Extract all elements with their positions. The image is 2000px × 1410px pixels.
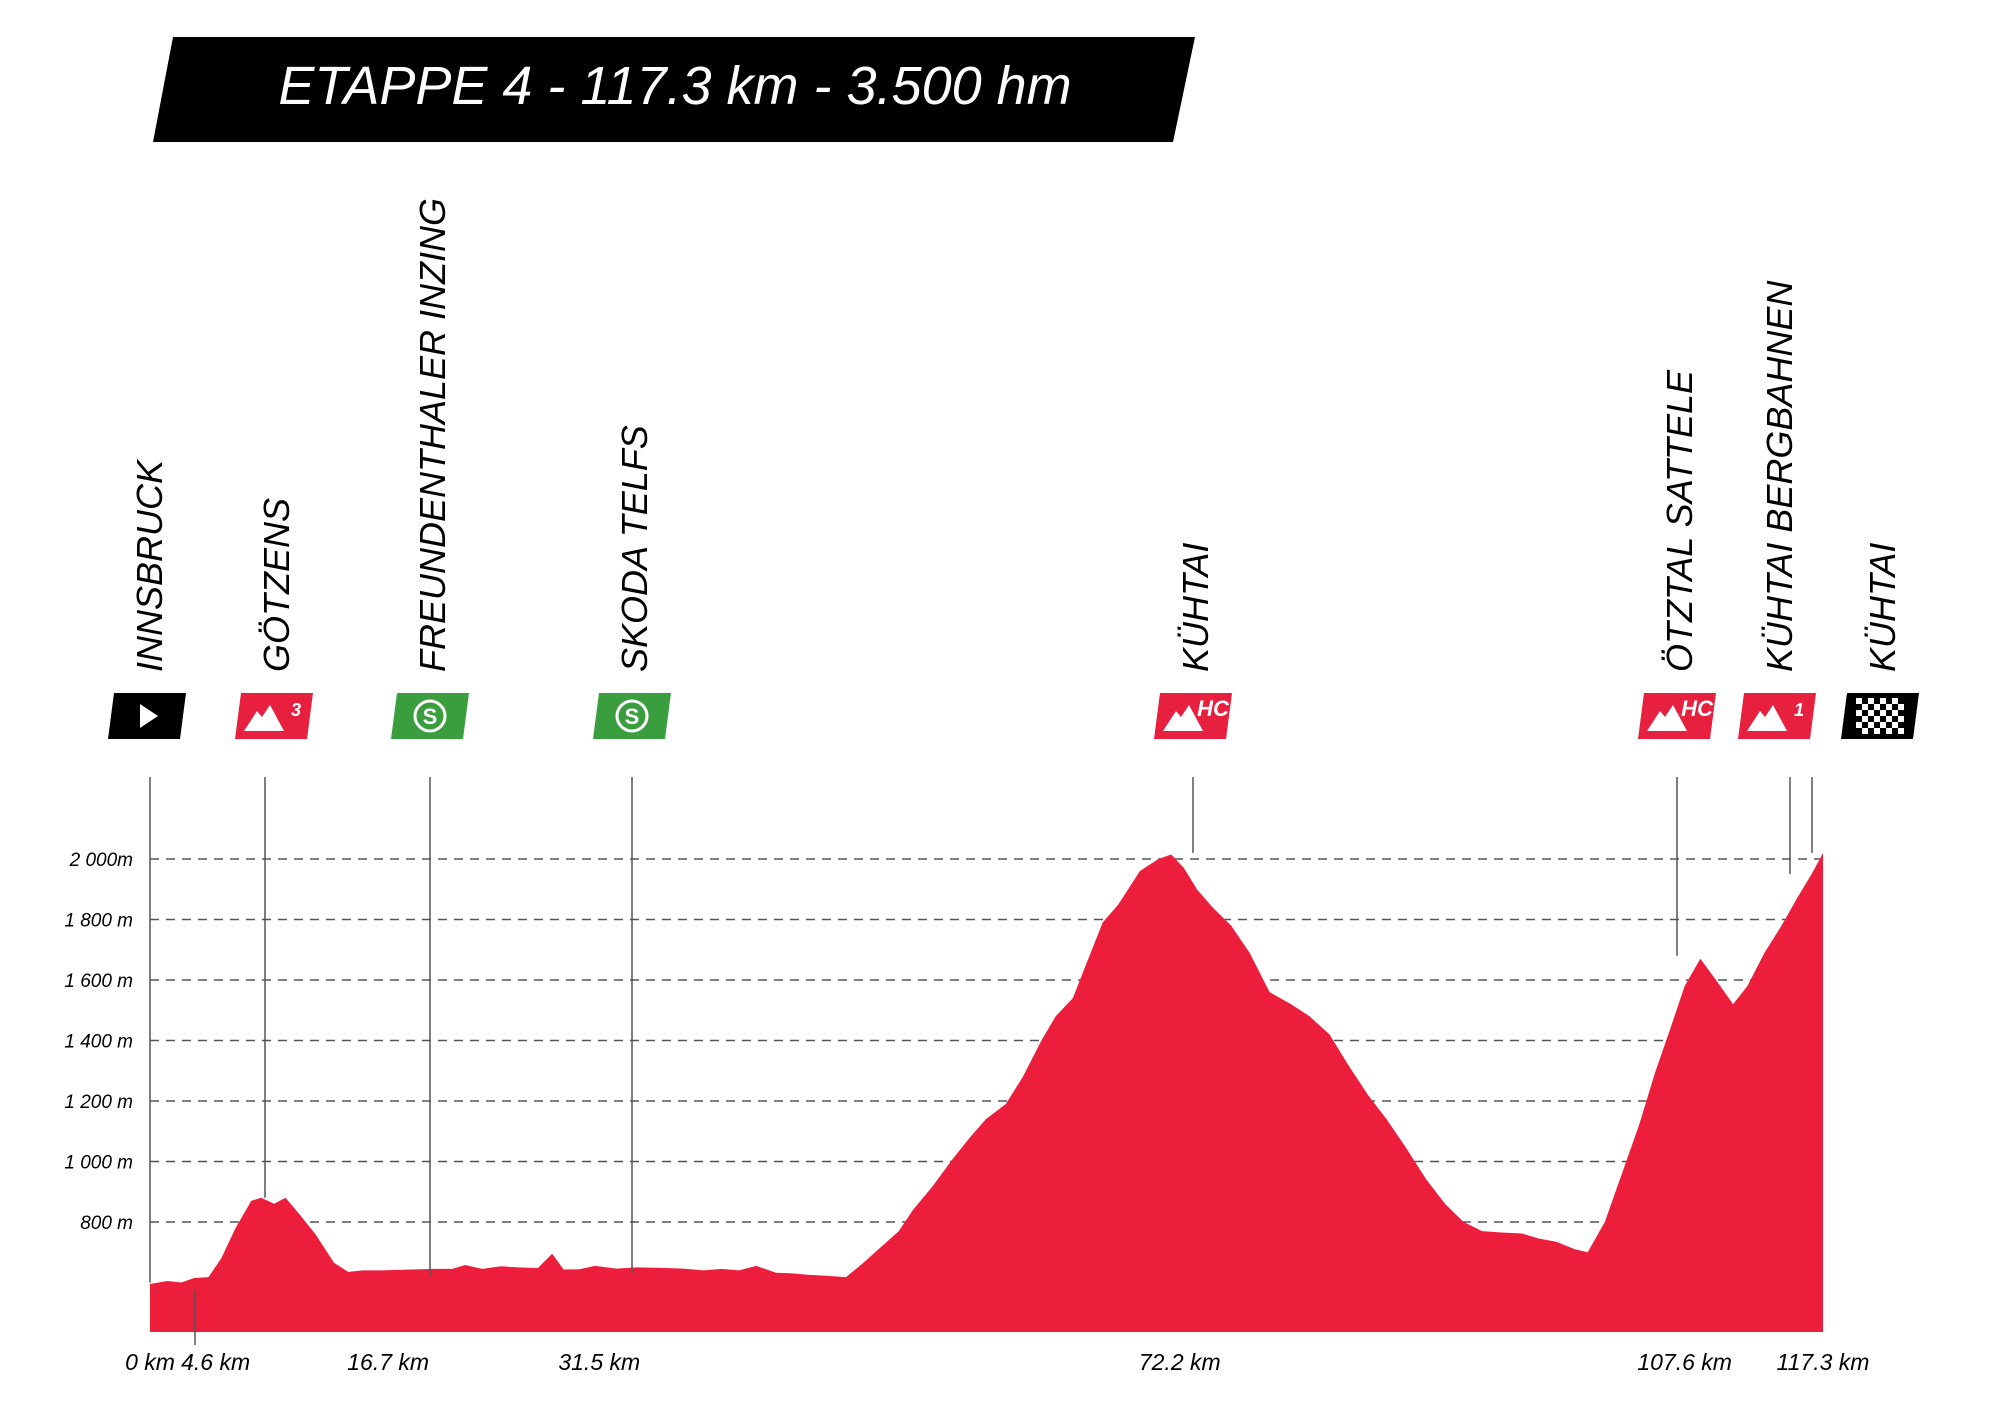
- y-tick-label: 800 m: [80, 1213, 133, 1234]
- checker-square: [1898, 728, 1904, 734]
- y-tick-label: 1 800 m: [64, 911, 133, 932]
- checker-square: [1874, 728, 1880, 734]
- checker-square: [1868, 710, 1874, 716]
- mountain-shape: [1647, 705, 1687, 731]
- profile-area-group: [150, 853, 1823, 1332]
- checker-square: [1892, 722, 1898, 728]
- x-tick-label: 31.5 km: [558, 1349, 640, 1375]
- page-title: ETAPPE 4 - 117.3 km - 3.500 hm: [278, 56, 1071, 116]
- checker-square: [1862, 728, 1868, 734]
- climb-category: 1: [1794, 700, 1804, 720]
- checker-square: [1898, 704, 1904, 710]
- start-arrow-icon: [108, 693, 186, 739]
- mountain-shape: [244, 705, 284, 731]
- climb-category: HC: [1197, 696, 1230, 721]
- checker-square: [1880, 722, 1886, 728]
- y-tick-label: 1 600 m: [64, 971, 133, 992]
- y-axis-ticks: 2 000m 1 800 m 1 600 m 1 400 m 1 200 m 1 000 …: [64, 850, 133, 1234]
- title-banner-shape: [153, 37, 1195, 142]
- mountain-icon: HC: [1154, 693, 1232, 739]
- mountain-icon: HC: [1638, 693, 1716, 739]
- mountain-shape: [1747, 705, 1787, 731]
- checker-square: [1886, 728, 1892, 734]
- checker-square: [1898, 716, 1904, 722]
- play-arrow: [140, 704, 158, 728]
- sprint-circle: [615, 699, 649, 733]
- checkered-flag-icon: [1841, 693, 1919, 739]
- checker-square: [1874, 704, 1880, 710]
- y-tick-label: 1 000 m: [64, 1153, 133, 1174]
- checker-square: [1886, 716, 1892, 722]
- y-tick-label: 2 000m: [69, 850, 133, 871]
- x-axis-ticks: 0 km 4.6 km 16.7 km 31.5 km 72.2 km 107.6 km 1…: [125, 1290, 1869, 1375]
- marker-badge: [593, 693, 671, 739]
- checker-square: [1862, 704, 1868, 710]
- checker-square: [1868, 698, 1874, 704]
- sprint-letter: S: [423, 704, 438, 729]
- waypoint-connectors: [149, 777, 1813, 1283]
- waypoint-markers: 3 S S HC HC 1: [108, 693, 1919, 739]
- x-tick-label: 72.2 km: [1139, 1349, 1221, 1375]
- sprint-icon: S: [391, 693, 469, 739]
- profile-area: [150, 853, 1823, 1332]
- x-tick-label: 4.6 km: [181, 1349, 250, 1375]
- checker-square: [1862, 716, 1868, 722]
- marker-badge: [391, 693, 469, 739]
- checker-square: [1856, 710, 1862, 716]
- checker-square: [1880, 710, 1886, 716]
- checker-square: [1892, 698, 1898, 704]
- mountain-icon: 1: [1738, 693, 1816, 739]
- climb-category: HC: [1681, 696, 1714, 721]
- sprint-circle: [413, 699, 447, 733]
- checker-square: [1868, 722, 1874, 728]
- y-tick-label: 1 400 m: [64, 1032, 133, 1053]
- checker-square: [1874, 716, 1880, 722]
- climb-category: 3: [291, 700, 301, 720]
- sprint-letter: S: [625, 704, 640, 729]
- checker-square: [1892, 710, 1898, 716]
- checker-square: [1856, 722, 1862, 728]
- x-tick-label: 0 km: [125, 1349, 175, 1375]
- y-tick-label: 1 200 m: [64, 1092, 133, 1113]
- x-tick-label: 16.7 km: [347, 1349, 429, 1375]
- checker-square: [1856, 698, 1862, 704]
- mountain-icon: 3: [235, 693, 313, 739]
- x-tick-label: 107.6 km: [1637, 1349, 1732, 1375]
- title-banner: ETAPPE 4 - 117.3 km - 3.500 hm: [153, 37, 1195, 142]
- checker-square: [1886, 704, 1892, 710]
- checker-square: [1880, 698, 1886, 704]
- sprint-icon: S: [593, 693, 671, 739]
- x-tick-label: 117.3 km: [1777, 1349, 1870, 1375]
- mountain-shape: [1163, 705, 1203, 731]
